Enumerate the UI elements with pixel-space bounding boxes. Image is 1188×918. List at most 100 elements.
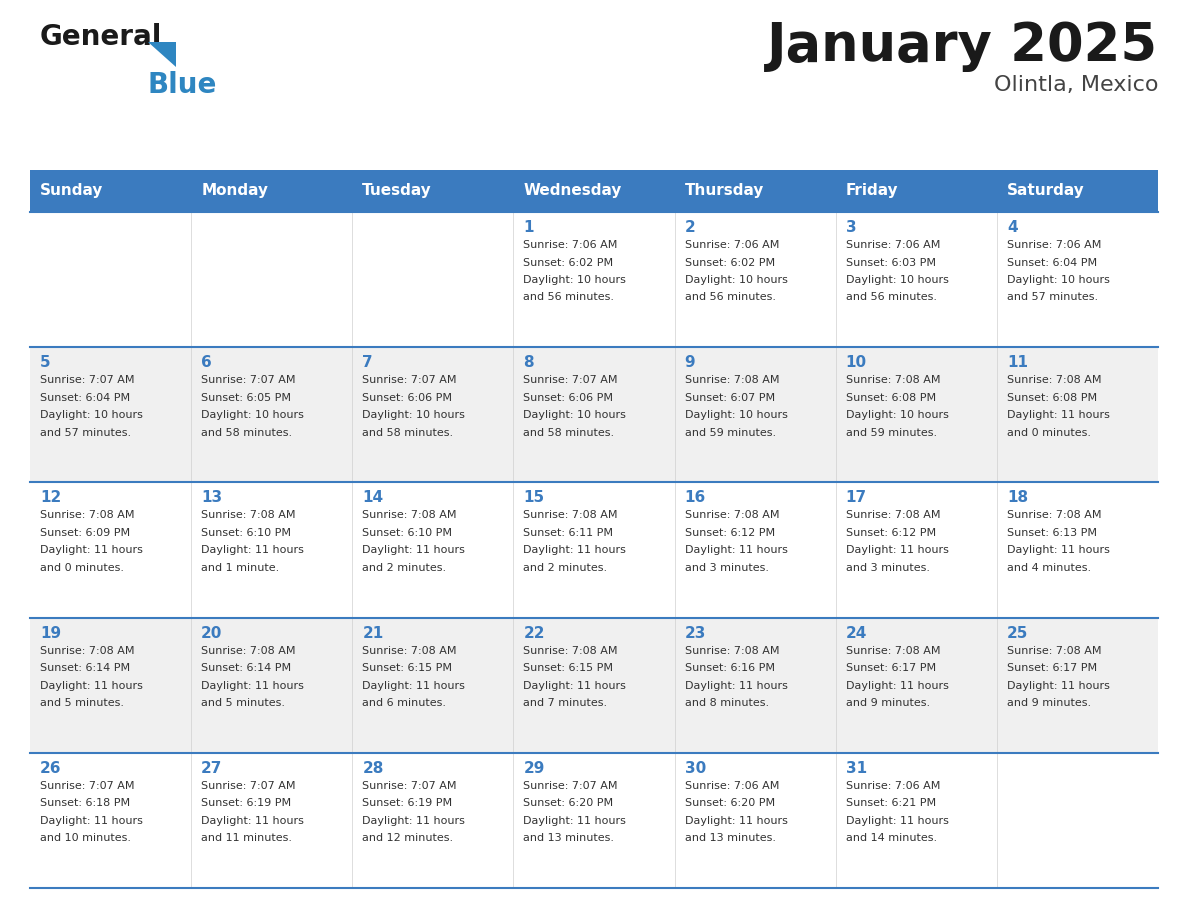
Text: Daylight: 10 hours: Daylight: 10 hours [524, 410, 626, 420]
Text: Daylight: 10 hours: Daylight: 10 hours [524, 275, 626, 285]
Text: and 56 minutes.: and 56 minutes. [684, 293, 776, 303]
Text: Sunset: 6:19 PM: Sunset: 6:19 PM [362, 799, 453, 809]
Text: Sunrise: 7:08 AM: Sunrise: 7:08 AM [684, 375, 779, 386]
Bar [30, 618, 1158, 753]
Text: Sunset: 6:21 PM: Sunset: 6:21 PM [846, 799, 936, 809]
Text: Daylight: 11 hours: Daylight: 11 hours [201, 545, 304, 555]
Text: Sunrise: 7:07 AM: Sunrise: 7:07 AM [201, 781, 296, 790]
Text: and 59 minutes.: and 59 minutes. [684, 428, 776, 438]
Text: and 57 minutes.: and 57 minutes. [40, 428, 131, 438]
Text: and 7 minutes.: and 7 minutes. [524, 698, 607, 708]
Text: and 58 minutes.: and 58 minutes. [362, 428, 454, 438]
Text: Sunrise: 7:08 AM: Sunrise: 7:08 AM [362, 645, 456, 655]
Text: Sunrise: 7:06 AM: Sunrise: 7:06 AM [846, 781, 940, 790]
Text: Sunrise: 7:07 AM: Sunrise: 7:07 AM [524, 375, 618, 386]
Text: Daylight: 11 hours: Daylight: 11 hours [362, 545, 466, 555]
Text: Daylight: 10 hours: Daylight: 10 hours [846, 275, 948, 285]
Text: Sunrise: 7:07 AM: Sunrise: 7:07 AM [40, 375, 134, 386]
Text: Daylight: 10 hours: Daylight: 10 hours [846, 410, 948, 420]
Text: Sunrise: 7:08 AM: Sunrise: 7:08 AM [684, 510, 779, 521]
Text: 23: 23 [684, 625, 706, 641]
Text: 29: 29 [524, 761, 545, 776]
Text: 21: 21 [362, 625, 384, 641]
Text: Sunrise: 7:07 AM: Sunrise: 7:07 AM [201, 375, 296, 386]
Text: Sunrise: 7:08 AM: Sunrise: 7:08 AM [40, 510, 134, 521]
Text: Daylight: 11 hours: Daylight: 11 hours [201, 680, 304, 690]
Text: 20: 20 [201, 625, 222, 641]
Text: Sunset: 6:05 PM: Sunset: 6:05 PM [201, 393, 291, 403]
Text: 17: 17 [846, 490, 867, 506]
Text: and 56 minutes.: and 56 minutes. [846, 293, 936, 303]
Text: 15: 15 [524, 490, 544, 506]
Bar [30, 753, 1158, 888]
Text: Sunset: 6:06 PM: Sunset: 6:06 PM [362, 393, 453, 403]
Text: 10: 10 [846, 355, 867, 370]
Text: and 0 minutes.: and 0 minutes. [1007, 428, 1091, 438]
Text: and 5 minutes.: and 5 minutes. [40, 698, 124, 708]
Text: Daylight: 11 hours: Daylight: 11 hours [201, 816, 304, 826]
Text: and 4 minutes.: and 4 minutes. [1007, 563, 1091, 573]
Text: Sunset: 6:06 PM: Sunset: 6:06 PM [524, 393, 613, 403]
Text: Sunset: 6:20 PM: Sunset: 6:20 PM [684, 799, 775, 809]
Text: 13: 13 [201, 490, 222, 506]
Text: Daylight: 11 hours: Daylight: 11 hours [684, 816, 788, 826]
Text: Daylight: 10 hours: Daylight: 10 hours [1007, 275, 1110, 285]
Text: Daylight: 11 hours: Daylight: 11 hours [846, 680, 948, 690]
Text: 30: 30 [684, 761, 706, 776]
Text: Sunday: Sunday [40, 184, 103, 198]
Text: Sunrise: 7:06 AM: Sunrise: 7:06 AM [524, 240, 618, 250]
Text: Sunset: 6:08 PM: Sunset: 6:08 PM [1007, 393, 1097, 403]
Text: Daylight: 11 hours: Daylight: 11 hours [524, 816, 626, 826]
Text: and 6 minutes.: and 6 minutes. [362, 698, 447, 708]
Text: Daylight: 11 hours: Daylight: 11 hours [684, 680, 788, 690]
Text: Sunrise: 7:08 AM: Sunrise: 7:08 AM [362, 510, 456, 521]
Text: Olintla, Mexico: Olintla, Mexico [993, 75, 1158, 95]
Text: Sunset: 6:13 PM: Sunset: 6:13 PM [1007, 528, 1097, 538]
Text: Sunset: 6:12 PM: Sunset: 6:12 PM [846, 528, 936, 538]
Text: and 3 minutes.: and 3 minutes. [684, 563, 769, 573]
Text: Sunrise: 7:08 AM: Sunrise: 7:08 AM [524, 510, 618, 521]
Text: General: General [40, 23, 163, 51]
Text: and 57 minutes.: and 57 minutes. [1007, 293, 1098, 303]
Text: and 11 minutes.: and 11 minutes. [201, 834, 292, 844]
Text: Daylight: 11 hours: Daylight: 11 hours [524, 680, 626, 690]
Text: Daylight: 11 hours: Daylight: 11 hours [1007, 545, 1110, 555]
Text: Sunrise: 7:08 AM: Sunrise: 7:08 AM [846, 510, 940, 521]
Text: Sunset: 6:14 PM: Sunset: 6:14 PM [40, 663, 131, 673]
Text: Daylight: 11 hours: Daylight: 11 hours [40, 545, 143, 555]
Text: 28: 28 [362, 761, 384, 776]
Text: Sunrise: 7:08 AM: Sunrise: 7:08 AM [846, 645, 940, 655]
Text: 18: 18 [1007, 490, 1028, 506]
Bar [30, 482, 1158, 618]
Text: Sunset: 6:09 PM: Sunset: 6:09 PM [40, 528, 131, 538]
Text: Sunset: 6:07 PM: Sunset: 6:07 PM [684, 393, 775, 403]
Text: 26: 26 [40, 761, 62, 776]
Text: and 58 minutes.: and 58 minutes. [524, 428, 614, 438]
Text: January 2025: January 2025 [767, 20, 1158, 72]
Text: Sunset: 6:17 PM: Sunset: 6:17 PM [846, 663, 936, 673]
Text: Saturday: Saturday [1007, 184, 1085, 198]
Text: and 9 minutes.: and 9 minutes. [1007, 698, 1091, 708]
Text: Sunset: 6:02 PM: Sunset: 6:02 PM [684, 258, 775, 267]
Text: Sunrise: 7:06 AM: Sunrise: 7:06 AM [684, 781, 779, 790]
Text: and 9 minutes.: and 9 minutes. [846, 698, 930, 708]
Text: Sunset: 6:20 PM: Sunset: 6:20 PM [524, 799, 613, 809]
Text: Sunrise: 7:07 AM: Sunrise: 7:07 AM [362, 375, 456, 386]
Text: 8: 8 [524, 355, 535, 370]
Text: Daylight: 11 hours: Daylight: 11 hours [1007, 680, 1110, 690]
Text: and 59 minutes.: and 59 minutes. [846, 428, 937, 438]
Text: 7: 7 [362, 355, 373, 370]
Text: Daylight: 11 hours: Daylight: 11 hours [362, 816, 466, 826]
Text: Sunrise: 7:06 AM: Sunrise: 7:06 AM [684, 240, 779, 250]
Text: Sunrise: 7:08 AM: Sunrise: 7:08 AM [201, 510, 296, 521]
Bar [30, 170, 1158, 212]
Text: 6: 6 [201, 355, 211, 370]
Text: 25: 25 [1007, 625, 1029, 641]
Text: Sunset: 6:08 PM: Sunset: 6:08 PM [846, 393, 936, 403]
Text: Sunrise: 7:07 AM: Sunrise: 7:07 AM [40, 781, 134, 790]
Text: Sunrise: 7:08 AM: Sunrise: 7:08 AM [1007, 645, 1101, 655]
Text: Sunset: 6:11 PM: Sunset: 6:11 PM [524, 528, 613, 538]
Text: 22: 22 [524, 625, 545, 641]
Text: Sunset: 6:10 PM: Sunset: 6:10 PM [362, 528, 453, 538]
Text: 27: 27 [201, 761, 222, 776]
